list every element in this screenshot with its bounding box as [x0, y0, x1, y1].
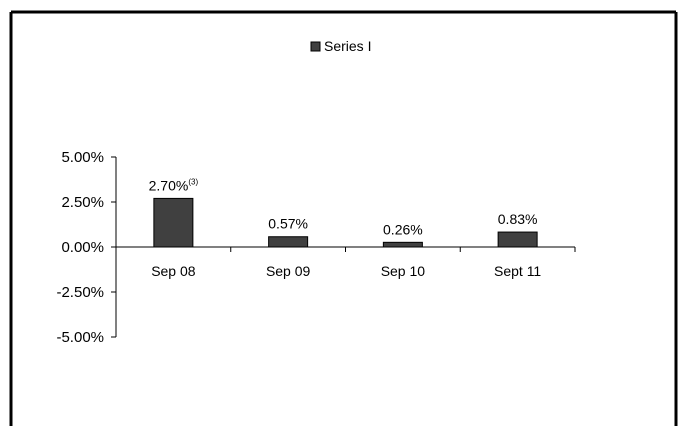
bar [153, 197, 194, 248]
data-label: 0.83% [498, 211, 538, 227]
bar [382, 241, 423, 248]
x-tick-label: Sep 08 [151, 263, 196, 279]
data-label: 0.57% [268, 216, 308, 232]
data-label: 0.26% [383, 221, 423, 237]
y-tick-label: -2.50% [56, 284, 104, 301]
legend-swatch [310, 41, 321, 52]
x-tick-label: Sept 11 [494, 263, 541, 279]
bars [153, 197, 538, 248]
y-tick-label: -5.00% [56, 329, 104, 346]
y-axis: 5.00% 2.50% 0.00% -2.50% -5.00% [56, 149, 117, 346]
bar [268, 236, 309, 248]
legend: Series I [310, 38, 371, 54]
bar [497, 231, 538, 248]
y-tick-label: 5.00% [61, 149, 104, 166]
x-axis: Sep 08 Sep 09 Sep 10 Sept 11 [115, 246, 576, 279]
footnote-marker: (3) [188, 177, 198, 186]
y-tick-label: 0.00% [61, 239, 104, 256]
x-tick-label: Sep 10 [381, 263, 426, 279]
y-tick-label: 2.50% [61, 194, 104, 211]
x-tick-label: Sep 09 [266, 263, 311, 279]
data-label: 2.70%(3) [149, 177, 199, 193]
legend-label: Series I [324, 38, 371, 54]
data-labels: 2.70%(3) 0.57% 0.26% 0.83% [149, 177, 538, 237]
